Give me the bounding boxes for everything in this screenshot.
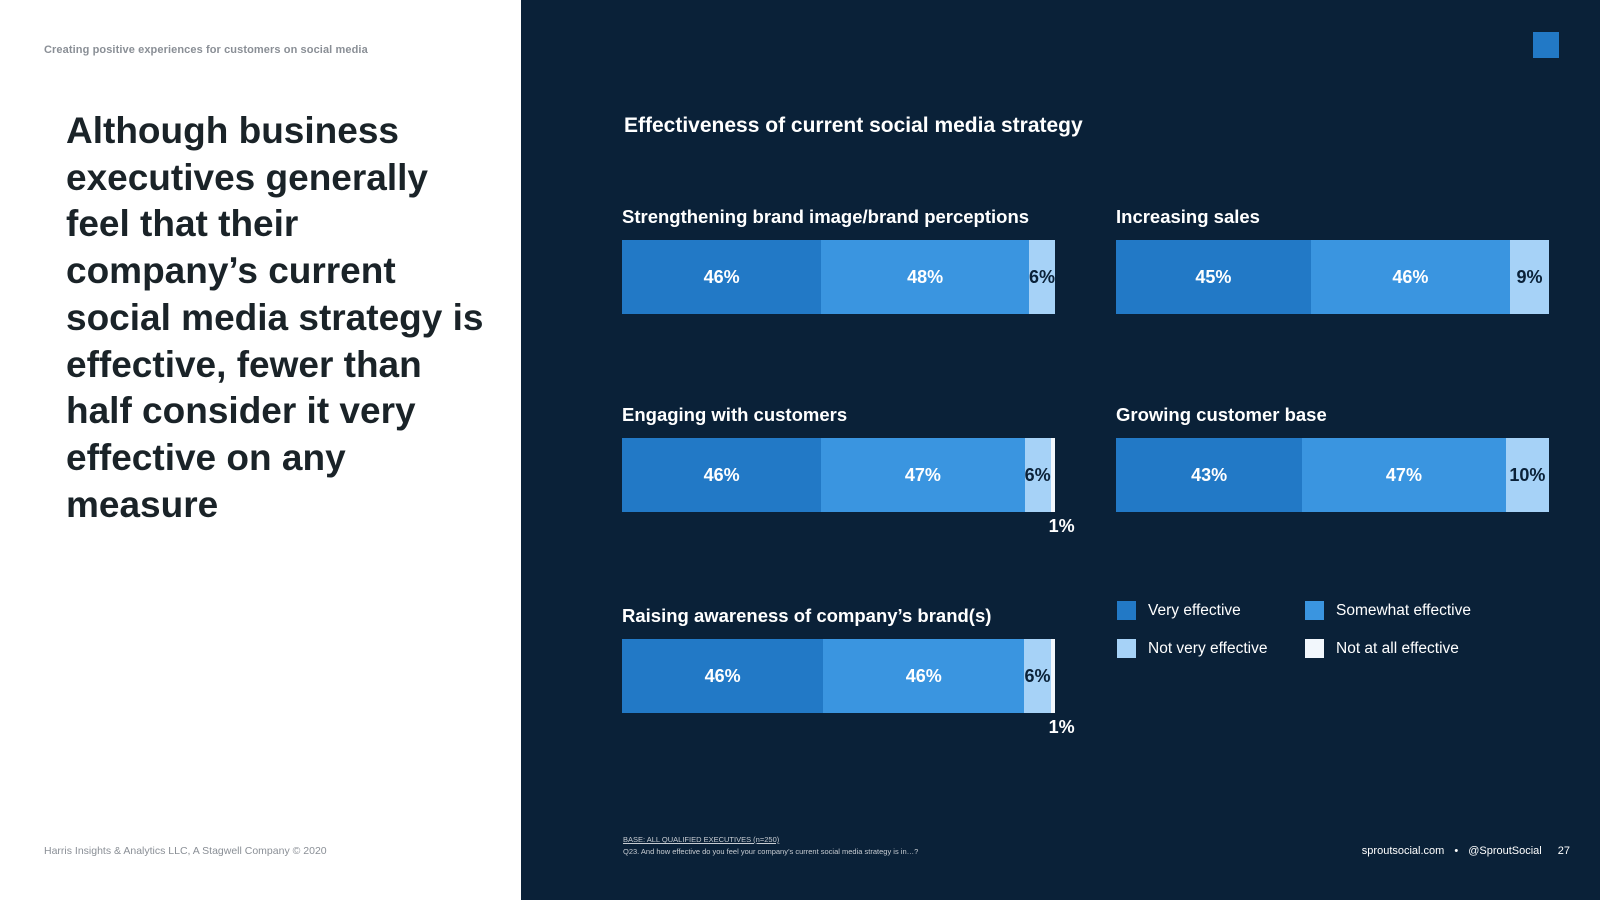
chart-growing-customer-base: Growing customer base 43% 47% 10% <box>1116 404 1549 544</box>
data-label-not-very-effective: 6% <box>1024 665 1051 686</box>
chart-strengthening-brand-image-brand-perceptions: Strengthening brand image/brand percepti… <box>622 206 1055 346</box>
bar-segment-somewhat-effective: 48% <box>821 240 1029 314</box>
bar-segment-somewhat-effective: 46% <box>1310 240 1511 314</box>
stacked-bar: 46% 47% 6% <box>622 438 1055 512</box>
legend-swatch <box>1305 639 1324 658</box>
stacked-bar: 46% 48% 6% <box>622 240 1055 314</box>
bar-segment-very-effective: 46% <box>622 639 824 713</box>
category-label: Raising awareness of company’s brand(s) <box>622 605 992 626</box>
bar-segment-not-at-all-effective <box>1050 438 1055 512</box>
legend-item-very-effective: Very effective <box>1117 601 1241 620</box>
data-label-very-effective: 46% <box>703 266 740 287</box>
legend-item-somewhat-effective: Somewhat effective <box>1305 601 1471 620</box>
legend-label: Not at all effective <box>1336 639 1459 657</box>
footer-handle-link[interactable]: @SproutSocial <box>1468 845 1542 857</box>
question-note: Q23. And how effective do you feel your … <box>623 847 919 856</box>
legend-label: Somewhat effective <box>1336 601 1471 619</box>
category-label: Increasing sales <box>1116 206 1260 227</box>
legend-label: Not very effective <box>1148 639 1268 657</box>
data-label-somewhat-effective: 46% <box>905 665 942 686</box>
data-label-very-effective: 43% <box>1191 464 1228 485</box>
data-label-somewhat-effective: 47% <box>1385 464 1422 485</box>
data-label-somewhat-effective: 47% <box>904 464 941 485</box>
data-label-somewhat-effective: 48% <box>907 266 944 287</box>
bar-segment-not-very-effective: 6% <box>1025 438 1051 512</box>
data-label-not-very-effective: 6% <box>1029 266 1056 287</box>
chart-title: Effectiveness of current social media st… <box>624 114 1083 137</box>
legend-label: Very effective <box>1148 601 1241 619</box>
bar-segment-not-very-effective: 6% <box>1029 240 1055 314</box>
bar-segment-very-effective: 43% <box>1116 438 1303 512</box>
bar-segment-somewhat-effective: 47% <box>1302 438 1506 512</box>
legend-swatch <box>1117 639 1136 658</box>
chart-raising-awareness-of-company-s-brand-s: Raising awareness of company’s brand(s) 1… <box>622 605 1075 745</box>
page-number: 27 <box>1557 845 1570 857</box>
data-label-not-at-all-effective: 1% <box>1048 516 1075 536</box>
legend-item-not-very-effective: Not very effective <box>1117 639 1267 658</box>
bar-segment-not-at-all-effective <box>1050 639 1055 713</box>
legend-item-not-at-all-effective: Not at all effective <box>1305 639 1459 658</box>
data-label-somewhat-effective: 46% <box>1392 266 1429 287</box>
stacked-bar: 45% 46% 9% <box>1116 240 1549 314</box>
data-label-very-effective: 46% <box>703 464 740 485</box>
bar-segment-somewhat-effective: 47% <box>821 438 1025 512</box>
category-label: Engaging with customers <box>622 404 848 425</box>
headline: Although business executives generally f… <box>66 110 484 525</box>
stacked-bar: 43% 47% 10% <box>1116 438 1549 512</box>
data-label-not-at-all-effective: 1% <box>1048 717 1075 737</box>
bar-segment-not-very-effective: 10% <box>1505 438 1549 512</box>
chart-engaging-with-customers: Engaging with customers 1% 46% 47% 6% <box>622 404 1075 544</box>
bar-segment-very-effective: 46% <box>622 438 822 512</box>
legend-swatch <box>1305 601 1324 620</box>
bar-segment-somewhat-effective: 46% <box>823 639 1025 713</box>
bar-segment-very-effective: 46% <box>622 240 822 314</box>
category-label: Growing customer base <box>1116 404 1327 425</box>
brand-square-icon <box>1533 32 1559 58</box>
right-footer: sproutsocial.com • @SproutSocial 27 <box>1362 845 1570 857</box>
footer-separator: • <box>1454 845 1459 857</box>
bar-segment-not-very-effective: 6% <box>1024 639 1051 713</box>
footer-site-link[interactable]: sproutsocial.com <box>1361 845 1445 857</box>
base-note: BASE: ALL QUALIFIED EXECUTIVES (n=250) <box>623 835 780 844</box>
stacked-bar: 46% 46% 6% <box>622 639 1055 713</box>
data-label-very-effective: 45% <box>1195 266 1232 287</box>
legend: Very effective Somewhat effective Not ve… <box>1117 601 1557 671</box>
data-label-not-very-effective: 6% <box>1024 464 1051 485</box>
bar-segment-not-very-effective: 9% <box>1510 240 1549 314</box>
left-footer-credit: Harris Insights & Analytics LLC, A Stagw… <box>44 845 327 857</box>
left-panel: Creating positive experiences for custom… <box>0 0 521 900</box>
legend-swatch <box>1117 601 1136 620</box>
data-label-not-very-effective: 9% <box>1516 266 1543 287</box>
section-kicker: Creating positive experiences for custom… <box>44 44 368 56</box>
data-label-not-very-effective: 10% <box>1509 464 1546 485</box>
bar-segment-very-effective: 45% <box>1116 240 1311 314</box>
chart-increasing-sales: Increasing sales 45% 46% 9% <box>1116 206 1549 346</box>
category-label: Strengthening brand image/brand percepti… <box>622 206 1030 227</box>
data-label-very-effective: 46% <box>704 665 741 686</box>
